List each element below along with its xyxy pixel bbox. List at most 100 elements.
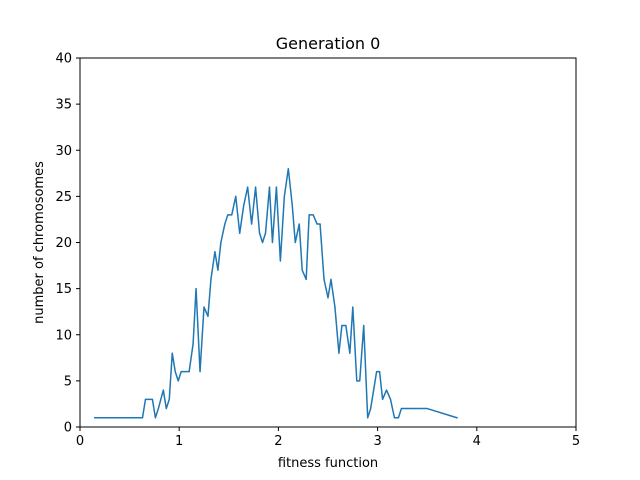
data-point bbox=[426, 407, 428, 410]
data-point bbox=[171, 352, 173, 354]
data-point bbox=[367, 417, 369, 419]
data-point bbox=[308, 214, 310, 216]
data-point bbox=[373, 389, 375, 391]
data-point bbox=[334, 306, 336, 308]
data-point bbox=[177, 380, 179, 382]
y-tick-label: 0 bbox=[64, 421, 72, 436]
data-point bbox=[397, 417, 400, 419]
x-tick-label: 5 bbox=[572, 434, 580, 449]
data-point bbox=[294, 241, 296, 244]
data-point bbox=[403, 407, 405, 410]
data-point bbox=[188, 371, 190, 373]
data-point bbox=[264, 232, 267, 234]
data-point bbox=[385, 389, 388, 391]
y-tick-label: 5 bbox=[64, 374, 72, 389]
data-point bbox=[349, 352, 351, 354]
data-point bbox=[323, 278, 325, 280]
data-point bbox=[412, 407, 414, 410]
data-point bbox=[287, 168, 289, 170]
data-point bbox=[162, 389, 164, 391]
data-point bbox=[247, 186, 249, 188]
data-point bbox=[168, 398, 170, 400]
y-tick-label: 20 bbox=[55, 236, 72, 251]
data-point bbox=[330, 278, 332, 280]
data-point bbox=[279, 260, 281, 262]
data-point bbox=[271, 241, 274, 244]
x-tick-label: 3 bbox=[373, 434, 381, 449]
data-point bbox=[261, 241, 264, 244]
data-point bbox=[291, 205, 293, 207]
data-point bbox=[305, 278, 307, 280]
data-point bbox=[327, 297, 329, 299]
data-point bbox=[217, 269, 219, 271]
data-point bbox=[319, 223, 321, 225]
axes-frame bbox=[79, 57, 577, 428]
data-point bbox=[195, 288, 197, 290]
y-tick-label: 40 bbox=[55, 52, 72, 67]
y-tick-label: 10 bbox=[55, 328, 72, 343]
data-point bbox=[283, 195, 285, 197]
data-point bbox=[370, 407, 372, 410]
data-point bbox=[456, 417, 458, 419]
data-point bbox=[338, 352, 340, 354]
data-point bbox=[356, 380, 358, 382]
y-tick-label: 15 bbox=[55, 282, 72, 297]
data-point bbox=[389, 398, 392, 400]
data-point bbox=[157, 407, 159, 410]
data-point bbox=[235, 195, 237, 197]
data-point bbox=[254, 186, 257, 188]
data-point bbox=[94, 417, 96, 419]
data-point bbox=[207, 315, 209, 317]
data-point bbox=[406, 407, 408, 410]
data-point bbox=[199, 371, 201, 373]
x-tick-label: 2 bbox=[274, 434, 282, 449]
data-point bbox=[183, 371, 185, 373]
data-point bbox=[275, 186, 278, 188]
data-point bbox=[144, 398, 147, 400]
data-point bbox=[363, 324, 365, 327]
data-point bbox=[180, 371, 182, 373]
data-point bbox=[141, 417, 144, 419]
data-point bbox=[352, 306, 354, 308]
data-point bbox=[345, 324, 347, 327]
x-axis-label: fitness function bbox=[278, 456, 378, 471]
data-point bbox=[210, 278, 212, 280]
x-tick-label: 0 bbox=[76, 434, 84, 449]
data-point bbox=[203, 306, 205, 308]
data-point bbox=[174, 371, 176, 373]
data-point bbox=[381, 398, 384, 400]
line-layer bbox=[94, 167, 458, 419]
data-point bbox=[214, 251, 216, 253]
data-point bbox=[359, 380, 361, 382]
chart-title: Generation 0 bbox=[276, 34, 381, 53]
data-point bbox=[341, 324, 343, 327]
data-point bbox=[151, 398, 154, 400]
data-point bbox=[258, 232, 261, 234]
data-point bbox=[301, 269, 303, 271]
data-point bbox=[393, 417, 396, 419]
y-axis-label: number of chromosomes bbox=[32, 161, 47, 324]
data-point bbox=[192, 343, 194, 345]
y-tick-label: 25 bbox=[55, 190, 72, 205]
data-point bbox=[165, 407, 167, 410]
data-point bbox=[312, 214, 314, 216]
data-point bbox=[268, 186, 271, 188]
data-point bbox=[239, 232, 241, 234]
data-point bbox=[251, 223, 253, 225]
data-point bbox=[224, 223, 226, 225]
data-point bbox=[378, 371, 381, 373]
ticks-layer: 0 1 2 3 4 5 0 5 10 15 20 25 30 35 40 bbox=[55, 52, 580, 450]
data-point bbox=[409, 407, 411, 410]
data-point bbox=[243, 205, 245, 207]
data-point bbox=[227, 214, 229, 216]
data-point bbox=[376, 371, 378, 373]
data-point bbox=[298, 223, 300, 225]
data-point bbox=[154, 417, 156, 419]
y-tick-label: 35 bbox=[55, 98, 72, 113]
x-tick-label: 4 bbox=[473, 434, 481, 449]
x-tick-label: 1 bbox=[175, 434, 183, 449]
data-point bbox=[231, 214, 233, 216]
data-point bbox=[220, 241, 222, 244]
